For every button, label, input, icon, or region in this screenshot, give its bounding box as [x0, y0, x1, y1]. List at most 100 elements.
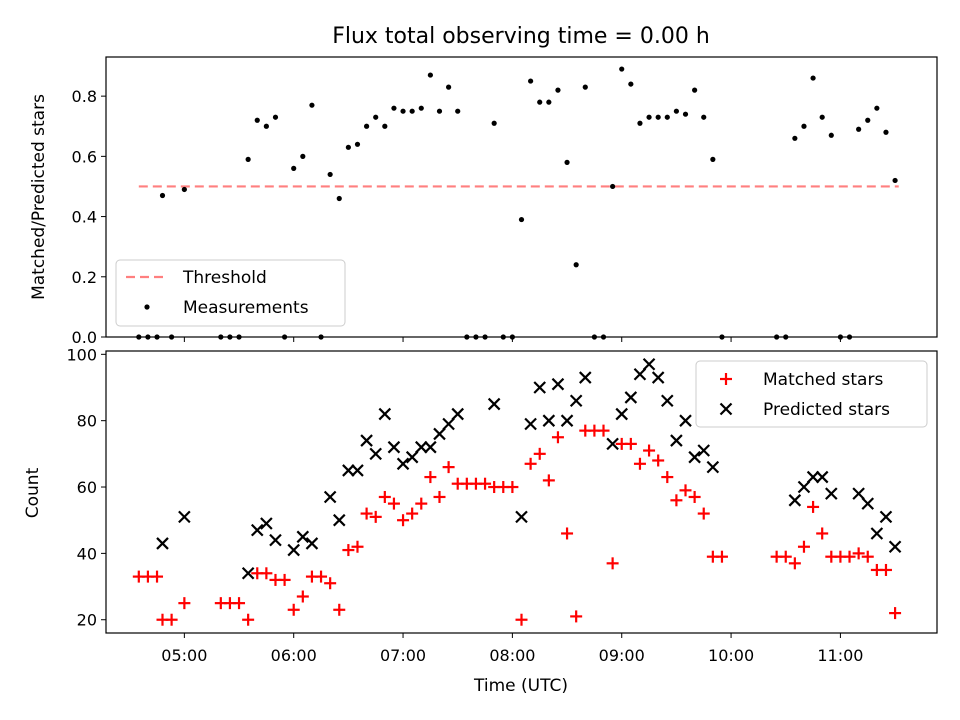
matched-star-point: [315, 570, 328, 583]
predicted-star-point: [679, 414, 692, 427]
measurement-point: [637, 120, 643, 126]
bottom-xtick-label: 05:00: [161, 646, 207, 665]
bottom-xtick-label: 11:00: [817, 646, 863, 665]
bottom-legend: Matched stars Predicted stars: [695, 360, 928, 428]
legend-threshold-label: Threshold: [182, 268, 267, 288]
bottom-ytick-label: 60: [77, 478, 97, 497]
measurement-point: [464, 334, 470, 340]
top-legend-box: [115, 259, 346, 327]
measurement-point: [628, 81, 634, 87]
top-ytick-label: 0.2: [72, 268, 97, 287]
bottom-xtick-label: 08:00: [489, 646, 535, 665]
measurement-point: [318, 334, 324, 340]
matched-star-point: [570, 610, 583, 623]
measurement-point: [892, 177, 898, 184]
predicted-star-point: [651, 371, 665, 384]
top-ytick-label: 0.4: [72, 208, 97, 227]
measurement-point: [509, 334, 515, 340]
bottom-legend-box: [695, 360, 928, 428]
matched-star-point: [652, 454, 665, 467]
bottom-ylabel: Count: [23, 467, 43, 518]
measurement-point: [555, 87, 561, 93]
matched-star-point: [287, 603, 300, 616]
bottom-xtick-label: 10:00: [708, 646, 754, 665]
matched-star-point: [670, 494, 683, 507]
matched-star-point: [807, 500, 820, 513]
predicted-star-point: [342, 464, 355, 477]
predicted-star-point: [533, 381, 547, 394]
matched-star-point: [151, 570, 164, 583]
measurement-point: [154, 334, 160, 340]
matched-star-point: [779, 550, 792, 563]
measurement-point: [400, 108, 406, 114]
measurement-point: [701, 114, 707, 120]
predicted-star-point: [797, 480, 811, 494]
measurement-point: [300, 153, 306, 159]
measurement-point: [354, 141, 361, 147]
matched-star-point: [397, 514, 410, 527]
matched-star-point: [533, 447, 546, 460]
matched-star-point: [442, 461, 455, 474]
measurement-point: [272, 114, 279, 120]
predicted-star-point: [433, 427, 446, 441]
measurement-point: [500, 334, 506, 340]
legend-x-marker: [719, 402, 733, 416]
measurement-point: [819, 114, 825, 120]
predicted-star-point: [269, 533, 282, 547]
predicted-star-point: [351, 464, 364, 477]
legend-plus-marker: [720, 373, 732, 385]
legend-measurements-swatch: [144, 304, 150, 310]
bottom-panel: Count Time (UTC) 20 40 60 80 100 05:00 06:00 0…: [23, 345, 938, 696]
predicted-star-point: [670, 434, 683, 447]
matched-star-point: [506, 481, 519, 494]
measurement-point: [582, 84, 588, 90]
legend-matched-swatch: [720, 373, 732, 385]
matched-star-point: [424, 471, 437, 484]
bottom-xtick-label: 09:00: [599, 646, 645, 665]
bottom-ytick-label: 40: [77, 544, 97, 563]
measurement-point: [792, 135, 798, 141]
measurement-point: [382, 123, 388, 129]
measurement-point: [181, 186, 187, 193]
measurement-point: [455, 108, 461, 114]
matched-star-point: [561, 527, 574, 540]
matched-star-point: [378, 490, 391, 503]
measurement-point: [801, 123, 807, 129]
measurement-point: [518, 216, 525, 223]
predicted-star-point: [360, 434, 373, 447]
matched-star-point: [797, 540, 810, 553]
predicted-star-point: [378, 407, 392, 421]
matched-star-point: [879, 563, 892, 576]
top-ytick-label: 0.6: [72, 147, 97, 166]
measurement-point: [710, 156, 716, 162]
matched-star-point: [342, 544, 355, 557]
measurement-point: [646, 114, 652, 120]
predicted-star-point: [515, 510, 528, 524]
bottom-ytick-label: 20: [77, 611, 97, 630]
measurement-point: [528, 78, 534, 84]
predicted-star-point: [524, 417, 537, 431]
predicted-star-point: [241, 567, 255, 580]
matched-star-point: [606, 557, 619, 570]
predicted-star-point: [642, 357, 656, 371]
predicted-star-point: [579, 371, 592, 384]
predicted-star-point: [879, 510, 893, 524]
matched-star-point: [661, 471, 674, 484]
measurement-point: [664, 114, 670, 120]
predicted-star-point: [451, 407, 464, 421]
predicted-star-point: [624, 391, 638, 404]
matched-star-point: [165, 613, 178, 626]
predicted-star-point: [156, 537, 169, 550]
measurement-point: [692, 87, 698, 93]
measurement-point: [774, 334, 780, 340]
top-ytick-label: 0.0: [72, 328, 97, 347]
measurement-point: [810, 75, 816, 81]
matched-star-point: [242, 613, 255, 626]
matched-star-point: [369, 510, 382, 523]
measurement-point: [145, 334, 151, 340]
measurement-point: [373, 114, 379, 120]
measurement-point: [391, 105, 397, 111]
predicted-star-point: [825, 487, 838, 500]
predicted-star-point: [706, 460, 720, 474]
measurement-point: [473, 334, 479, 340]
